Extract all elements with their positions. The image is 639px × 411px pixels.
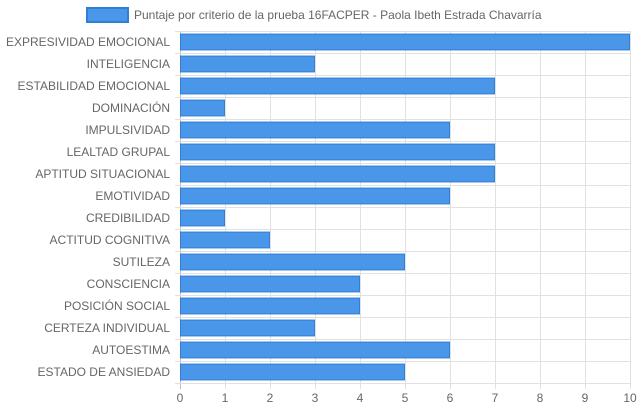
category-label: EMOTIVIDAD xyxy=(95,189,170,203)
bar[interactable] xyxy=(180,231,270,249)
category-label: DOMINACIÓN xyxy=(92,100,170,115)
bar[interactable] xyxy=(180,99,225,117)
bar[interactable] xyxy=(180,297,360,315)
category-label: EXPRESIVIDAD EMOCIONAL xyxy=(6,35,170,49)
bar[interactable] xyxy=(180,341,450,359)
bar[interactable] xyxy=(180,275,360,293)
x-axis-tick-labels: 0 1 2 3 4 5 6 7 8 9 10 xyxy=(177,391,637,405)
bar[interactable] xyxy=(180,55,315,73)
category-label: CREDIBILIDAD xyxy=(86,211,170,225)
x-tick-label: 9 xyxy=(582,391,589,405)
category-label: IMPULSIVIDAD xyxy=(85,123,170,137)
category-label: ACTITUD COGNITIVA xyxy=(50,233,170,247)
category-label: POSICIÓN SOCIAL xyxy=(64,298,170,313)
category-labels: EXPRESIVIDAD EMOCIONAL INTELIGENCIA ESTABI… xyxy=(6,35,170,379)
category-label: AUTOESTIMA xyxy=(92,343,170,357)
bar[interactable] xyxy=(180,363,405,381)
bar[interactable] xyxy=(180,77,495,95)
bar[interactable] xyxy=(180,319,315,337)
bar[interactable] xyxy=(180,209,225,227)
bar[interactable] xyxy=(180,165,495,183)
x-tick-label: 5 xyxy=(402,391,409,405)
x-tick-label: 4 xyxy=(357,391,364,405)
legend-label: Puntaje por criterio de la prueba 16FACP… xyxy=(134,8,542,22)
bar[interactable] xyxy=(180,187,450,205)
category-label: SUTILEZA xyxy=(113,255,170,269)
category-label: INTELIGENCIA xyxy=(87,57,170,71)
category-label: APTITUD SITUACIONAL xyxy=(35,167,170,181)
x-tick-label: 1 xyxy=(222,391,229,405)
bar[interactable] xyxy=(180,33,630,51)
category-label: CONSCIENCIA xyxy=(87,277,170,291)
x-tick-label: 0 xyxy=(177,391,184,405)
category-label: ESTADO DE ANSIEDAD xyxy=(38,365,171,379)
bar[interactable] xyxy=(180,253,405,271)
legend-swatch xyxy=(86,7,129,23)
x-tick-label: 6 xyxy=(447,391,454,405)
x-tick-label: 8 xyxy=(537,391,544,405)
category-label: CERTEZA INDIVIDUAL xyxy=(44,321,170,335)
x-tick-label: 3 xyxy=(312,391,319,405)
bar[interactable] xyxy=(180,143,495,161)
category-label: LEALTAD GRUPAL xyxy=(67,145,171,159)
x-tick-label: 7 xyxy=(492,391,499,405)
bars xyxy=(180,33,630,381)
legend[interactable]: Puntaje por criterio de la prueba 16FACP… xyxy=(86,7,542,23)
x-tick-label: 2 xyxy=(267,391,274,405)
x-tick-label: 10 xyxy=(623,391,637,405)
category-label: ESTABILIDAD EMOCIONAL xyxy=(18,79,171,93)
bar[interactable] xyxy=(180,121,450,139)
